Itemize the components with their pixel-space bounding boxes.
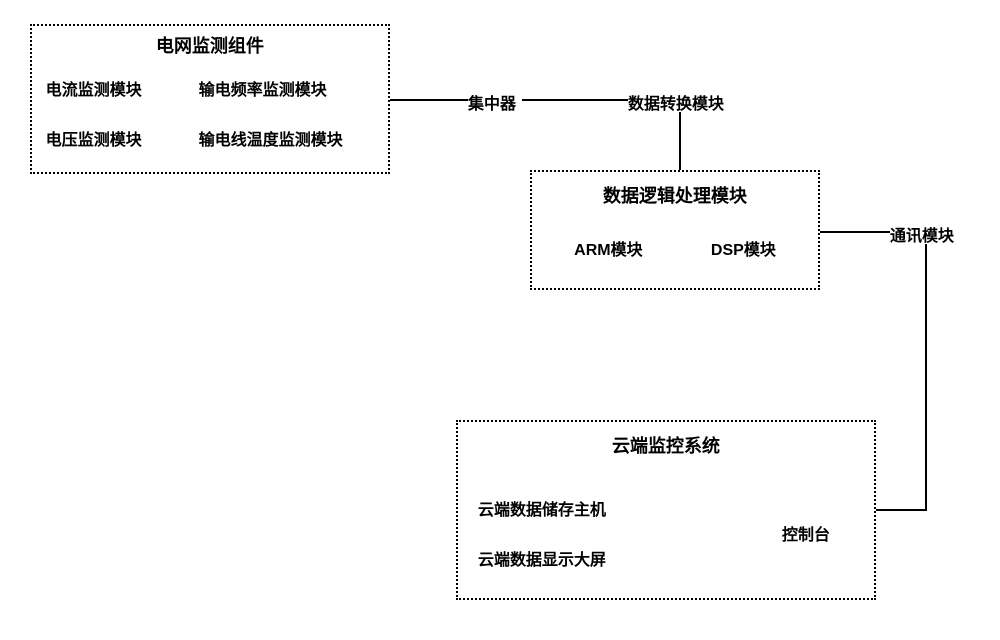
node-monitoring-content: 电流监测模块 输电频率监测模块 电压监测模块 输电线温度监测模块 [32, 60, 388, 168]
node-monitoring-title: 电网监测组件 [32, 26, 388, 60]
edge-comm-cloud [876, 244, 926, 510]
node-cloud: 云端监控系统 云端数据储存主机 云端数据显示大屏 控制台 [456, 420, 876, 600]
logic-item-0: ARM模块 [570, 230, 646, 266]
monitoring-item-2: 电压监测模块 [42, 120, 192, 156]
cloud-left-1: 云端数据显示大屏 [474, 540, 610, 576]
node-logic: 数据逻辑处理模块 ARM模块 DSP模块 [530, 170, 820, 290]
logic-item-1: DSP模块 [707, 230, 780, 266]
monitoring-item-0: 电流监测模块 [42, 70, 192, 106]
cloud-right-0: 控制台 [778, 515, 834, 551]
node-logic-content: ARM模块 DSP模块 [532, 210, 818, 278]
node-monitoring: 电网监测组件 电流监测模块 输电频率监测模块 电压监测模块 输电线温度监测模块 [30, 24, 390, 174]
monitoring-item-3: 输电线温度监测模块 [195, 120, 379, 156]
node-cloud-title: 云端监控系统 [458, 422, 874, 460]
label-concentrator: 集中器 [468, 90, 516, 114]
cloud-left-0: 云端数据储存主机 [474, 490, 610, 526]
monitoring-item-1: 输电频率监测模块 [195, 70, 379, 106]
node-cloud-content: 云端数据储存主机 云端数据显示大屏 控制台 [458, 460, 874, 590]
label-comm-module: 通讯模块 [890, 222, 954, 246]
label-data-convert: 数据转换模块 [628, 90, 724, 114]
node-logic-title: 数据逻辑处理模块 [532, 172, 818, 210]
